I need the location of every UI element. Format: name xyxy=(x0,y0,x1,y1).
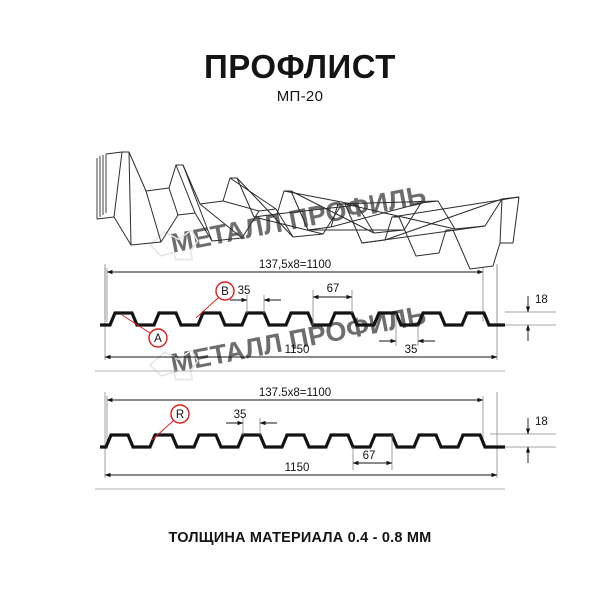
dim-working-width-bottom: 137.5x8=1100 xyxy=(106,387,484,446)
detail-marker-r[interactable]: R xyxy=(151,404,190,441)
dim-height-18-top-view: 18 xyxy=(505,294,556,341)
dim-flat-top-35-lower: 35 xyxy=(379,313,435,356)
dim-label-35-bottom-view: 35 xyxy=(234,409,247,421)
iso-right-end-cap xyxy=(512,196,520,244)
dim-label-35-lower: 35 xyxy=(405,344,418,356)
dim-label-working-width: 137,5x8=1100 xyxy=(259,259,331,271)
page-title: ПРОФЛИСТ xyxy=(204,48,396,85)
iso-front-edge xyxy=(96,196,520,246)
detail-marker-a-label: A xyxy=(154,333,162,345)
profile-polyline-top xyxy=(100,311,505,327)
watermark-text: МЕТАЛЛ ПРОФИЛЬ xyxy=(168,180,428,259)
isometric-profile-view xyxy=(96,151,520,270)
page-subtitle: МП-20 xyxy=(276,88,324,105)
dim-label-working-width-bottom: 137.5x8=1100 xyxy=(259,387,331,399)
detail-marker-b[interactable]: B xyxy=(195,281,235,319)
dim-label-overall-top: 1150 xyxy=(285,344,310,356)
dim-label-overall-bottom: 1150 xyxy=(285,462,310,474)
extension-lines-top-view xyxy=(104,264,498,360)
detail-marker-b-label: B xyxy=(221,286,229,298)
dim-working-width-top: 137,5x8=1100 xyxy=(106,259,484,322)
cross-section-view-top: 137,5x8=1100 A B 35 67 xyxy=(100,259,556,360)
watermark-logo-icon xyxy=(148,229,199,261)
dim-flat-top-35-upper: 35 xyxy=(230,285,281,313)
dim-flat-bottom-67: 67 xyxy=(312,283,353,325)
profile-polyline-bottom xyxy=(100,433,505,449)
extension-lines-bottom-view xyxy=(104,392,498,478)
dim-height-18-bottom-view: 18 xyxy=(490,416,556,463)
sheet-edge-hatch xyxy=(96,154,107,219)
iso-rib-faces xyxy=(113,151,520,246)
dim-label-67-bottom-view: 67 xyxy=(363,450,376,462)
dim-label-67: 67 xyxy=(327,283,340,295)
dim-overall-width-bottom: 1150 xyxy=(104,462,498,478)
cross-section-view-bottom: 137.5x8=1100 R 35 67 xyxy=(100,387,556,478)
dim-flat-top-35-bottom-view: 35 xyxy=(226,409,277,435)
dim-flat-bottom-67-bottom-view: 67 xyxy=(352,435,393,470)
dim-label-35-upper: 35 xyxy=(238,285,251,297)
dim-label-18-bottom-view: 18 xyxy=(535,416,548,428)
detail-marker-a[interactable]: A xyxy=(121,314,168,348)
dim-overall-width-top: 1150 xyxy=(104,344,498,360)
detail-marker-r-label: R xyxy=(176,409,184,421)
dim-label-18-top-view: 18 xyxy=(535,294,548,306)
iso-right-end-cap-inner xyxy=(499,198,503,244)
footer-thickness-note: ТОЛЩИНА МАТЕРИАЛА 0.4 - 0.8 ММ xyxy=(168,530,432,546)
